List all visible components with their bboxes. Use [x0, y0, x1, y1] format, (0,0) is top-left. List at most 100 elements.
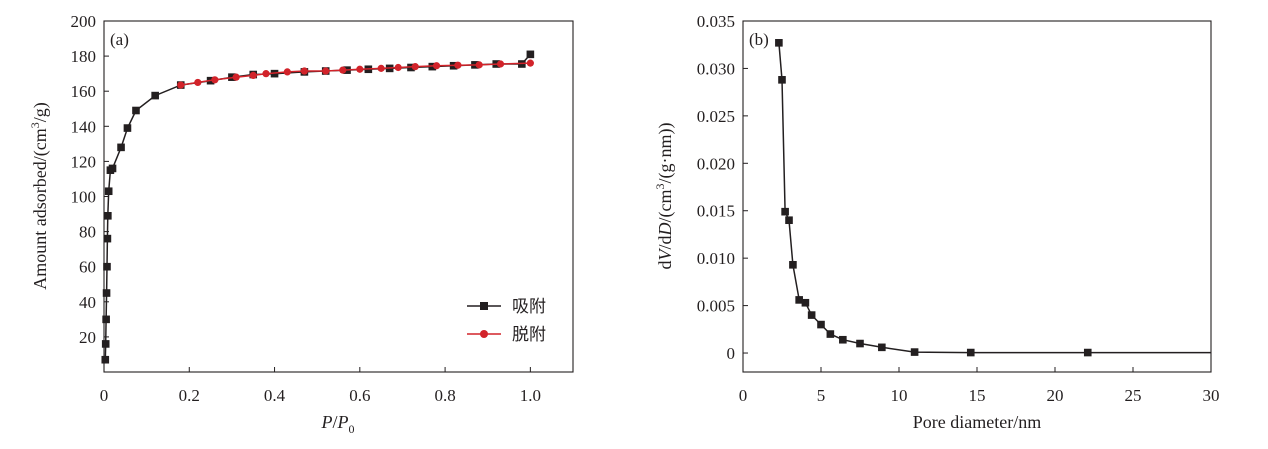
data-point-desorption: [177, 81, 185, 89]
y-tick-label: 0.025: [697, 107, 735, 126]
data-point-distribution: [778, 76, 786, 84]
y-tick-label: 160: [71, 82, 97, 101]
legend-marker-desorption: [480, 330, 488, 338]
x-tick-label: 30: [1203, 386, 1220, 405]
legend-label-desorption: 脱附: [512, 325, 546, 345]
data-point-desorption: [526, 59, 534, 67]
data-point-desorption: [432, 62, 441, 70]
legend: 吸附 脱附: [467, 297, 546, 345]
data-point-distribution: [789, 261, 797, 269]
x-tick-label: 15: [969, 386, 986, 405]
x-tick-label: 0.2: [179, 386, 200, 405]
y-tick-label: 140: [71, 117, 97, 136]
x-axis-title: P/P0: [320, 412, 354, 436]
series-line-adsorption: [104, 53, 531, 360]
data-point-adsorption: [103, 234, 112, 243]
x-tick-label: 5: [817, 386, 826, 405]
y-tick-label: 180: [71, 47, 97, 66]
y-tick-label: 0.030: [697, 59, 735, 78]
data-point-desorption: [211, 76, 219, 84]
data-point-adsorption: [123, 124, 132, 132]
x-tick-label: 20: [1047, 386, 1064, 405]
data-point-desorption: [496, 60, 505, 68]
series-line-distribution: [778, 42, 1211, 354]
y-tick-label: 100: [71, 188, 97, 207]
y-tick-label: 60: [79, 258, 96, 277]
x-axis: 0 5 10 15 20 25 30: [739, 367, 1220, 405]
panel-label: (a): [110, 30, 129, 49]
data-point-desorption: [194, 78, 202, 87]
data-point-distribution: [856, 339, 864, 348]
data-point-distribution: [1083, 348, 1092, 357]
data-point-adsorption: [117, 143, 125, 152]
x-tick-label: 0: [739, 386, 748, 405]
legend-item-adsorption: 吸附: [467, 297, 546, 317]
data-point-desorption: [249, 71, 257, 80]
x-tick-label: 10: [891, 386, 908, 405]
data-point-distribution: [878, 343, 886, 352]
data-point-distribution: [795, 296, 803, 304]
y-tick-label: 120: [71, 152, 97, 171]
data-point-adsorption: [132, 106, 140, 115]
data-point-adsorption: [101, 340, 110, 348]
data-point-distribution: [966, 348, 975, 357]
data-point-adsorption: [108, 164, 117, 173]
y-tick-label: 0.020: [697, 154, 735, 173]
panel-label: (b): [749, 30, 769, 49]
data-point-adsorption: [104, 187, 113, 196]
legend-marker-adsorption: [480, 302, 488, 310]
y-axis: 20 40 60 80 100 120 140 160 180 200: [71, 12, 109, 347]
series-group: [775, 39, 1211, 357]
y-tick-label: 0: [727, 344, 736, 363]
x-axis: 0 0.2 0.4 0.6 0.8 1.0: [100, 367, 541, 405]
data-point-distribution: [807, 311, 816, 319]
x-tick-label: 1.0: [520, 386, 541, 405]
plot-area-frame: [742, 20, 1212, 373]
y-tick-label: 0.005: [697, 297, 735, 316]
data-point-distribution: [839, 335, 847, 344]
data-point-desorption: [283, 68, 291, 76]
data-point-desorption: [454, 61, 462, 69]
data-point-distribution: [801, 298, 810, 307]
data-point-desorption: [322, 67, 330, 75]
plot-area-frame: [103, 20, 574, 373]
data-point-desorption: [262, 70, 270, 78]
y-tick-label: 0.015: [697, 202, 735, 221]
y-axis-title: dV/dD/(cm3/(g·nm)): [653, 123, 676, 270]
data-point-desorption: [377, 64, 385, 72]
x-tick-label: 0.8: [434, 386, 455, 405]
data-point-adsorption: [151, 91, 159, 100]
data-point-desorption: [475, 61, 483, 69]
legend-item-desorption: 脱附: [467, 325, 546, 345]
adsorption-isotherm-chart: 0 0.2 0.4 0.6 0.8 1.0 20 40 60 80 100 120 140 160 180…: [28, 12, 574, 436]
data-point-distribution: [826, 330, 835, 338]
data-point-desorption: [394, 63, 402, 72]
y-tick-label: 20: [79, 328, 96, 347]
data-point-distribution: [910, 348, 919, 356]
y-axis: 0 0.005 0.010 0.015 0.020 0.025 0.030 0.035: [697, 12, 748, 363]
data-point-distribution: [817, 320, 825, 329]
y-tick-label: 0.010: [697, 249, 735, 268]
data-point-desorption: [356, 65, 364, 73]
data-point-adsorption: [103, 262, 111, 271]
data-point-adsorption: [102, 289, 111, 297]
data-point-adsorption: [526, 50, 535, 59]
data-point-adsorption: [102, 315, 110, 324]
pore-size-distribution-chart: 0 5 10 15 20 25 30 0 0.005 0.010 0.015 0.020 0.025 0…: [653, 12, 1220, 432]
series-group: [101, 50, 535, 364]
data-point-distribution: [775, 39, 783, 47]
data-point-distribution: [785, 216, 793, 225]
data-point-desorption: [339, 66, 347, 74]
y-tick-label: 200: [71, 12, 97, 31]
y-tick-label: 80: [79, 223, 96, 242]
data-point-adsorption: [104, 212, 112, 220]
x-tick-label: 0: [100, 386, 109, 405]
x-tick-label: 25: [1125, 386, 1142, 405]
x-tick-label: 0.6: [349, 386, 370, 405]
data-point-desorption: [411, 63, 419, 71]
y-axis-title: Amount adsorbed/(cm3/g): [28, 102, 51, 289]
data-point-distribution: [781, 207, 789, 216]
data-point-adsorption: [101, 355, 110, 364]
x-tick-label: 0.4: [264, 386, 286, 405]
